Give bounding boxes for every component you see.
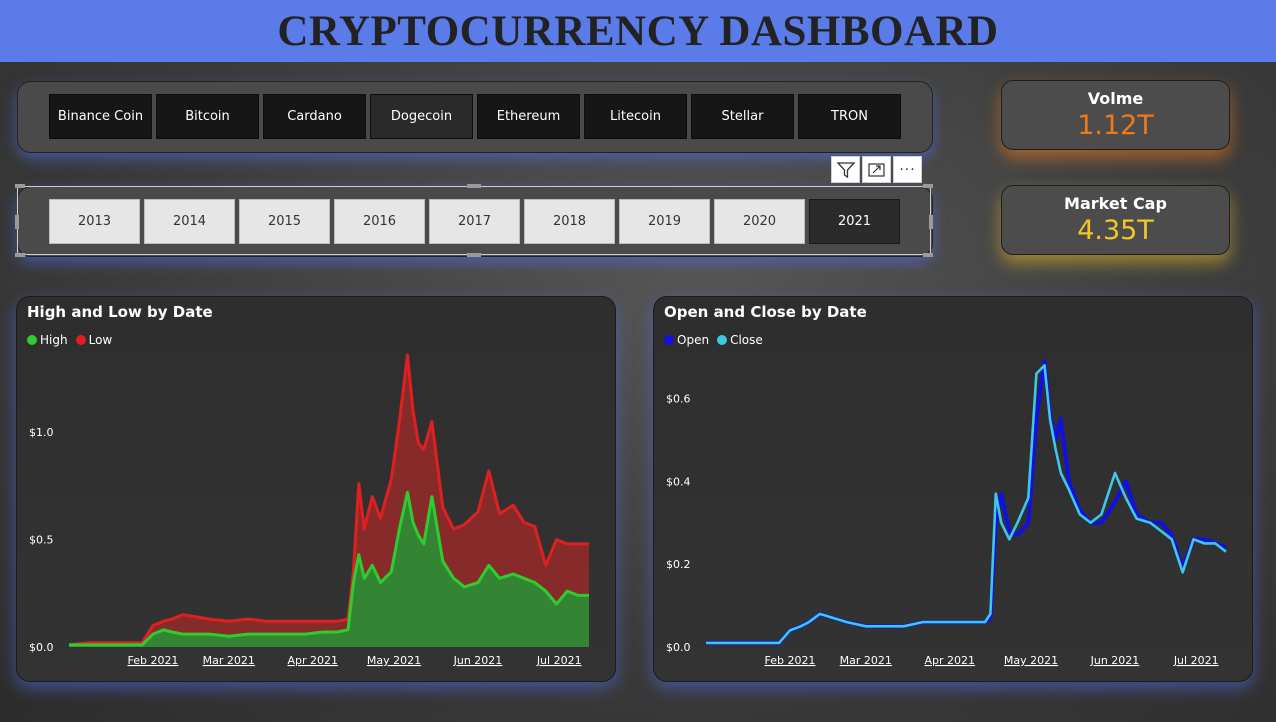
coin-button-cardano[interactable]: Cardano (263, 94, 366, 139)
x-tick-label: Apr 2021 (287, 654, 338, 667)
market-cap-card-value: 4.35T (1077, 215, 1154, 246)
y-tick-label: $0.4 (666, 475, 691, 488)
coin-slicer: Binance Coin Bitcoin Cardano Dogecoin Ethere… (49, 94, 901, 139)
x-tick-label: Mar 2021 (203, 654, 255, 667)
legend-label-low: Low (88, 333, 113, 347)
x-tick-label: May 2021 (367, 654, 421, 667)
year-button-2014[interactable]: 2014 (144, 199, 235, 244)
y-tick-label: $0.0 (29, 641, 54, 654)
filter-icon (836, 161, 855, 178)
volume-card: Volme 1.12T (1001, 80, 1230, 150)
coin-button-ethereum[interactable]: Ethereum (477, 94, 580, 139)
series-line-open[interactable] (706, 359, 1227, 645)
legend-item-close[interactable]: Close (717, 333, 763, 347)
x-tick-label: Jun 2021 (1090, 654, 1140, 667)
x-tick-label: Jul 2021 (536, 654, 582, 667)
open-close-chart-panel[interactable]: Open and Close by Date Open Close $0.0 $0… (653, 296, 1253, 682)
coin-button-bitcoin[interactable]: Bitcoin (156, 94, 259, 139)
resize-handle-right[interactable] (929, 215, 933, 229)
y-tick-label: $0.6 (666, 392, 691, 405)
coin-button-tron[interactable]: TRON (798, 94, 901, 139)
y-tick-label: $1.0 (29, 426, 54, 439)
resize-handle-bottom[interactable] (467, 253, 481, 257)
legend-label-open: Open (677, 333, 710, 347)
x-tick-label: Jul 2021 (1173, 654, 1219, 667)
x-tick-label: Feb 2021 (127, 654, 178, 667)
resize-handle-bottom-right[interactable] (923, 253, 933, 257)
high-low-legend: High Low (27, 333, 112, 347)
open-close-chart-title: Open and Close by Date (664, 303, 867, 321)
resize-handle-left[interactable] (15, 215, 19, 229)
legend-dot-open (664, 335, 674, 345)
year-button-2013[interactable]: 2013 (49, 199, 140, 244)
visual-selection-frame[interactable] (15, 184, 933, 257)
more-options-button[interactable]: ··· (893, 156, 922, 183)
market-cap-card: Market Cap 4.35T (1001, 185, 1230, 255)
x-tick-label: Apr 2021 (924, 654, 975, 667)
resize-handle-top-left[interactable] (15, 184, 25, 188)
more-options-icon: ··· (899, 161, 916, 178)
legend-dot-close (717, 335, 728, 345)
resize-handle-bottom-left[interactable] (15, 253, 25, 257)
filter-button[interactable] (831, 156, 860, 183)
high-low-chart-title: High and Low by Date (27, 303, 213, 321)
x-tick-label: Feb 2021 (764, 654, 815, 667)
resize-handle-top[interactable] (467, 184, 481, 188)
y-tick-label: $0.0 (666, 641, 691, 654)
series-line-low[interactable] (68, 353, 589, 647)
coin-button-binance-coin[interactable]: Binance Coin (49, 94, 152, 139)
legend-item-open[interactable]: Open (664, 333, 709, 347)
open-close-legend: Open Close (664, 333, 763, 347)
area-fill-low (69, 354, 589, 647)
focus-mode-button[interactable] (862, 156, 891, 183)
year-button-2019[interactable]: 2019 (619, 199, 710, 244)
legend-item-low[interactable]: Low (75, 333, 113, 347)
volume-card-value: 1.12T (1077, 110, 1154, 141)
year-button-2021[interactable]: 2021 (809, 199, 900, 244)
legend-dot-high (27, 335, 37, 345)
dashboard-header: CRYPTOCURRENCY DASHBOARD (0, 0, 1276, 62)
resize-handle-top-right[interactable] (923, 184, 933, 188)
legend-label-close: Close (730, 333, 763, 347)
year-button-2020[interactable]: 2020 (714, 199, 805, 244)
series-line-close[interactable] (706, 364, 1227, 645)
year-slicer: 2013 2014 2015 2016 2017 2018 2019 2020 2021 (49, 199, 900, 244)
x-tick-label: Jun 2021 (453, 654, 503, 667)
coin-button-litecoin[interactable]: Litecoin (584, 94, 687, 139)
focus-mode-icon (867, 162, 885, 177)
legend-item-high[interactable]: High (27, 333, 68, 347)
x-tick-label: Mar 2021 (840, 654, 892, 667)
coin-button-stellar[interactable]: Stellar (691, 94, 794, 139)
high-low-chart-panel[interactable]: High and Low by Date High Low $0.0 $0.5 $1… (16, 296, 616, 682)
series-line-high[interactable] (69, 490, 589, 647)
page-title: CRYPTOCURRENCY DASHBOARD (277, 7, 999, 55)
high-low-chart: $0.0 $0.5 $1.0 Feb 2021 Mar 2021 Apr 2021 May … (29, 353, 589, 667)
legend-dot-low (75, 335, 86, 345)
legend-label-high: High (40, 333, 68, 347)
year-button-2016[interactable]: 2016 (334, 199, 425, 244)
volume-card-title: Volme (1087, 89, 1144, 108)
year-button-2018[interactable]: 2018 (524, 199, 615, 244)
y-tick-label: $0.5 (29, 534, 54, 547)
year-button-2017[interactable]: 2017 (429, 199, 520, 244)
x-tick-label: May 2021 (1004, 654, 1058, 667)
year-button-2015[interactable]: 2015 (239, 199, 330, 244)
market-cap-card-title: Market Cap (1064, 194, 1167, 213)
coin-button-dogecoin[interactable]: Dogecoin (370, 94, 473, 139)
area-fill-high (69, 492, 589, 647)
visual-toolbar: ··· (831, 156, 922, 183)
open-close-chart: $0.0 $0.2 $0.4 $0.6 Feb 2021 Mar 2021 Apr 2021… (666, 359, 1227, 667)
y-tick-label: $0.2 (666, 558, 691, 571)
